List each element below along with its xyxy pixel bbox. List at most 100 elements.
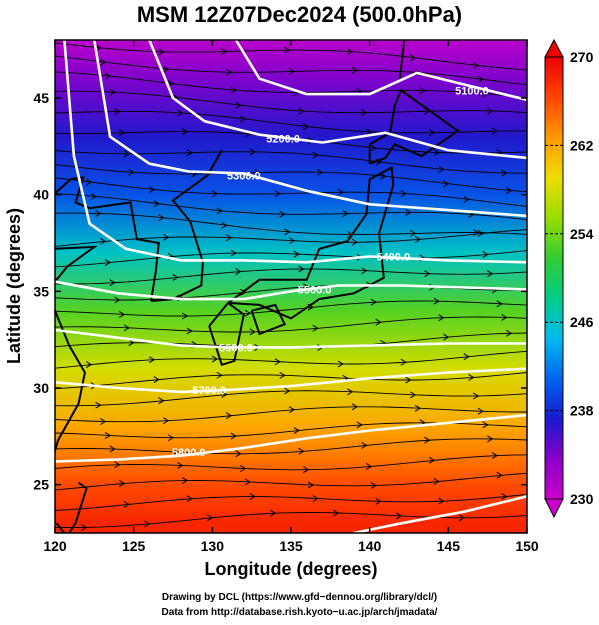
coastline <box>398 40 406 81</box>
streamline-arrow <box>163 233 170 241</box>
streamline-arrow <box>279 371 286 379</box>
streamline-arrow <box>433 149 440 156</box>
contour-label: 5400.0 <box>376 252 410 264</box>
streamline-arrow <box>472 229 480 236</box>
x-tick-label: 120 <box>43 538 67 554</box>
streamline-arrow <box>211 190 219 198</box>
streamline-arrow <box>361 109 368 117</box>
contour-label: 5600.0 <box>219 342 253 354</box>
streamline-arrow <box>491 452 499 460</box>
streamline-arrow <box>501 493 508 500</box>
streamline <box>55 42 527 71</box>
contour-label: 5800.0 <box>172 447 206 459</box>
streamline-arrow <box>288 67 296 75</box>
streamline-arrow <box>463 195 470 203</box>
streamline <box>55 493 527 511</box>
streamline-arrow <box>375 497 382 505</box>
contour-line <box>93 40 527 218</box>
streamline-arrow <box>153 200 160 208</box>
streamline-arrow <box>95 44 102 52</box>
streamline-arrow <box>298 265 305 273</box>
streamline-arrow <box>95 401 102 409</box>
streamline-arrow <box>181 477 189 484</box>
y-tick-label: 35 <box>33 283 49 299</box>
coastline <box>55 176 160 302</box>
coastline <box>55 522 66 533</box>
streamline-arrow <box>177 109 184 117</box>
streamline-arrow <box>347 48 354 56</box>
streamline <box>55 71 527 99</box>
streamline-arrow <box>443 333 450 341</box>
streamline-arrow <box>303 123 310 131</box>
streamline-arrow <box>410 391 417 399</box>
streamline-arrow <box>491 127 499 135</box>
streamline-arrow <box>482 90 489 98</box>
y-tick-label: 25 <box>33 477 49 493</box>
streamline-arrow <box>477 407 484 415</box>
streamline-arrow <box>400 190 407 198</box>
y-axis-title: Latitude (degrees) <box>4 208 24 364</box>
streamline-arrow <box>284 387 291 395</box>
streamline-arrow <box>288 406 296 414</box>
streamline-arrow <box>225 68 233 76</box>
streamline-arrow <box>144 520 151 528</box>
contour-line <box>55 280 527 301</box>
streamline-arrow <box>274 358 281 366</box>
colorbar-bottom-arrow <box>544 498 564 519</box>
streamline <box>55 177 527 207</box>
streamline-arrow <box>221 221 228 229</box>
streamline-arrow <box>216 371 223 379</box>
colorbar-tick-label: 238 <box>570 403 594 419</box>
streamline-arrow <box>230 86 237 94</box>
streamline-arrow <box>370 298 377 306</box>
streamline-arrow <box>405 208 412 216</box>
streamline-arrow <box>207 514 214 522</box>
streamline-arrow <box>109 88 116 96</box>
streamline-arrow <box>487 435 494 443</box>
streamline <box>55 229 527 247</box>
coastline <box>150 149 223 302</box>
streamline-arrow <box>419 87 426 95</box>
streamline-arrow <box>240 465 247 472</box>
colorbar-tick-label: 230 <box>570 491 594 507</box>
streamline-arrow <box>303 466 310 474</box>
streamline-arrow <box>424 270 431 278</box>
streamline-arrow <box>181 312 189 320</box>
streamline-arrow <box>482 421 489 429</box>
streamline-arrow <box>95 210 102 217</box>
streamline <box>55 406 527 423</box>
streamline-arrow <box>438 165 445 173</box>
streamline-arrow <box>123 324 130 332</box>
streamline-arrow <box>167 434 174 442</box>
streamline-arrow <box>181 128 189 136</box>
streamline-arrow <box>186 495 193 503</box>
streamline <box>55 300 527 317</box>
streamline-arrow <box>172 274 179 281</box>
contour-line <box>55 413 527 463</box>
streamline-arrow <box>221 48 228 55</box>
streamline <box>55 268 527 285</box>
streamline-arrow <box>351 238 359 246</box>
streamline <box>55 512 527 528</box>
x-tick-label: 145 <box>437 538 461 554</box>
x-tick-label: 130 <box>201 538 225 554</box>
streamline-arrow <box>332 509 340 517</box>
streamline-arrow <box>458 514 466 522</box>
streamline <box>55 438 527 455</box>
streamline-arrow <box>249 328 256 336</box>
streamline-arrow <box>472 392 480 400</box>
streamline-arrow <box>370 482 377 489</box>
streamline-arrow <box>443 180 450 188</box>
streamline-arrow <box>312 495 319 502</box>
streamline-arrow <box>472 62 480 69</box>
streamline-arrow <box>186 149 193 157</box>
y-tick-label: 40 <box>33 187 49 203</box>
coastline <box>368 88 460 165</box>
streamline-arrow <box>312 151 319 159</box>
streamline-arrow <box>293 250 300 258</box>
contour-line <box>234 40 527 102</box>
coastlines <box>55 40 460 533</box>
streamline-arrow <box>428 456 436 464</box>
streamline-arrow <box>100 237 107 245</box>
contour-line <box>148 40 527 160</box>
